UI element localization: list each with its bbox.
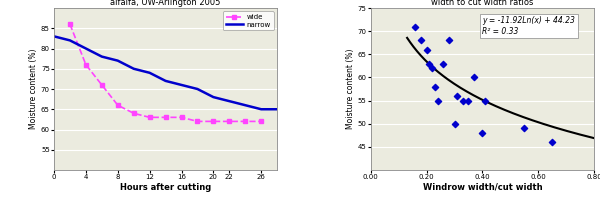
narrow	[178, 84, 185, 86]
wide	[210, 120, 217, 123]
Point	[425, 62, 434, 65]
wide	[67, 23, 74, 25]
narrow	[82, 47, 89, 50]
Point	[458, 99, 468, 102]
Title: Figure 4. Moisture content of Alfalfa 5.5
hours after cutting with various windr: Figure 4. Moisture content of Alfalfa 5.…	[397, 0, 568, 7]
Point	[464, 99, 473, 102]
Point	[452, 94, 462, 98]
wide	[82, 63, 89, 66]
wide	[226, 120, 233, 123]
wide	[162, 116, 169, 119]
narrow	[194, 88, 201, 90]
Point	[410, 25, 420, 28]
X-axis label: Hours after cutting: Hours after cutting	[120, 183, 211, 192]
Point	[450, 122, 460, 125]
wide	[178, 116, 185, 119]
Point	[422, 48, 431, 51]
wide	[194, 120, 201, 123]
Legend: wide, narrow: wide, narrow	[223, 11, 274, 30]
narrow	[98, 55, 106, 58]
Point	[481, 99, 490, 102]
narrow	[162, 80, 169, 82]
X-axis label: Windrow width/cut width: Windrow width/cut width	[422, 183, 542, 192]
Y-axis label: Moisture content (%): Moisture content (%)	[346, 49, 355, 129]
narrow	[50, 35, 58, 38]
narrow	[242, 104, 249, 106]
narrow	[67, 39, 74, 42]
Point	[489, 30, 499, 33]
Point	[416, 39, 426, 42]
Line: narrow: narrow	[54, 36, 277, 109]
Text: y = -11.92Ln(x) + 44.23
R² = 0.33: y = -11.92Ln(x) + 44.23 R² = 0.33	[482, 16, 575, 36]
Point	[444, 39, 454, 42]
Point	[433, 99, 443, 102]
Y-axis label: Moisture content (%): Moisture content (%)	[29, 49, 38, 129]
wide	[242, 120, 249, 123]
Point	[439, 62, 448, 65]
Point	[430, 85, 440, 88]
narrow	[274, 108, 281, 110]
wide	[114, 104, 121, 106]
wide	[146, 116, 153, 119]
Point	[427, 67, 437, 70]
Point	[520, 127, 529, 130]
Line: wide: wide	[68, 22, 263, 123]
narrow	[257, 108, 265, 110]
narrow	[130, 68, 137, 70]
Point	[469, 76, 479, 79]
Title: Figure 3. Effect of swath width on drying
alfalfa, UW-Arlington 2005: Figure 3. Effect of swath width on dryin…	[80, 0, 251, 7]
narrow	[114, 59, 121, 62]
narrow	[210, 96, 217, 98]
Point	[478, 131, 487, 135]
wide	[98, 84, 106, 86]
narrow	[226, 100, 233, 102]
wide	[130, 112, 137, 114]
wide	[257, 120, 265, 123]
narrow	[146, 72, 153, 74]
Point	[547, 141, 557, 144]
